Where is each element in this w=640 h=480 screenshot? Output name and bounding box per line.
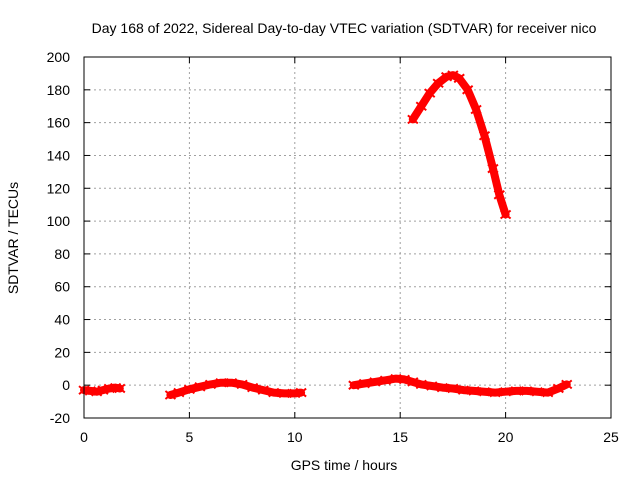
data-point — [499, 386, 512, 397]
series-line — [349, 374, 571, 397]
y-tick-label: 20 — [54, 344, 70, 360]
y-tick-label: -20 — [50, 410, 70, 426]
y-axis-label: SDTVAR / TECUs — [5, 182, 21, 294]
plot-frame — [83, 56, 612, 419]
data-point — [173, 387, 185, 398]
data-point — [114, 383, 126, 394]
data-point — [295, 387, 307, 398]
y-tick-label: 200 — [47, 49, 71, 65]
chart-title: Day 168 of 2022, Sidereal Day-to-day VTE… — [92, 20, 597, 36]
data-points — [78, 70, 573, 400]
x-tick-label: 25 — [603, 429, 619, 445]
data-point — [415, 101, 427, 112]
y-tick-label: 180 — [47, 82, 71, 98]
y-tick-label: 100 — [47, 213, 71, 229]
x-tick-label: 5 — [186, 429, 194, 445]
data-point — [489, 387, 501, 398]
y-tick-label: 80 — [54, 246, 70, 262]
data-point — [204, 379, 217, 390]
y-tick-label: 0 — [62, 377, 70, 393]
data-point — [436, 382, 448, 393]
x-tick-label: 10 — [287, 429, 303, 445]
data-point — [478, 130, 491, 141]
data-point — [478, 386, 491, 397]
data-point — [552, 383, 564, 394]
data-point — [407, 114, 419, 125]
data-point — [521, 386, 533, 396]
data-point — [432, 78, 444, 89]
x-tick-label: 15 — [392, 429, 408, 445]
tick-labels: 0 5 10 15 20 25 -20 0 20 40 60 80 100 120 140 160 180 200 — [47, 49, 619, 445]
data-point — [415, 379, 427, 390]
data-point — [487, 163, 499, 174]
data-point — [447, 70, 459, 80]
axis-ticks — [83, 56, 612, 419]
data-point — [457, 385, 470, 395]
data-point — [379, 375, 392, 386]
y-tick-label: 140 — [47, 147, 71, 163]
data-point — [225, 377, 238, 388]
data-point — [194, 382, 206, 392]
data-point — [97, 385, 109, 395]
data-point — [369, 377, 381, 387]
x-tick-label: 0 — [80, 429, 88, 445]
x-tick-label: 20 — [498, 429, 514, 445]
data-point — [257, 385, 269, 395]
data-point — [424, 88, 436, 98]
data-point — [510, 386, 522, 396]
data-point — [453, 73, 465, 84]
data-point — [358, 378, 370, 389]
data-point — [470, 104, 482, 115]
data-point — [348, 380, 360, 390]
y-tick-label: 160 — [47, 115, 71, 131]
data-point — [468, 386, 480, 396]
data-point — [183, 384, 196, 395]
data-point — [268, 387, 280, 398]
data-point — [215, 377, 227, 388]
data-point — [426, 381, 438, 391]
grid — [84, 57, 611, 418]
data-point — [462, 85, 474, 95]
data-point — [493, 190, 505, 200]
data-point — [542, 387, 554, 398]
data-point — [164, 390, 177, 400]
data-point — [440, 71, 453, 82]
data-point — [561, 379, 573, 390]
y-tick-label: 60 — [54, 279, 70, 295]
data-point — [278, 388, 290, 399]
data-point — [236, 379, 248, 390]
data-point — [247, 382, 259, 393]
data-point — [398, 374, 411, 385]
data-point — [91, 386, 103, 397]
data-point — [447, 383, 459, 394]
x-axis-label: GPS time / hours — [291, 457, 398, 473]
data-point — [531, 386, 543, 397]
y-tick-label: 40 — [54, 312, 70, 328]
y-tick-label: 120 — [47, 180, 71, 196]
data-point — [407, 377, 419, 387]
data-point — [499, 209, 512, 220]
